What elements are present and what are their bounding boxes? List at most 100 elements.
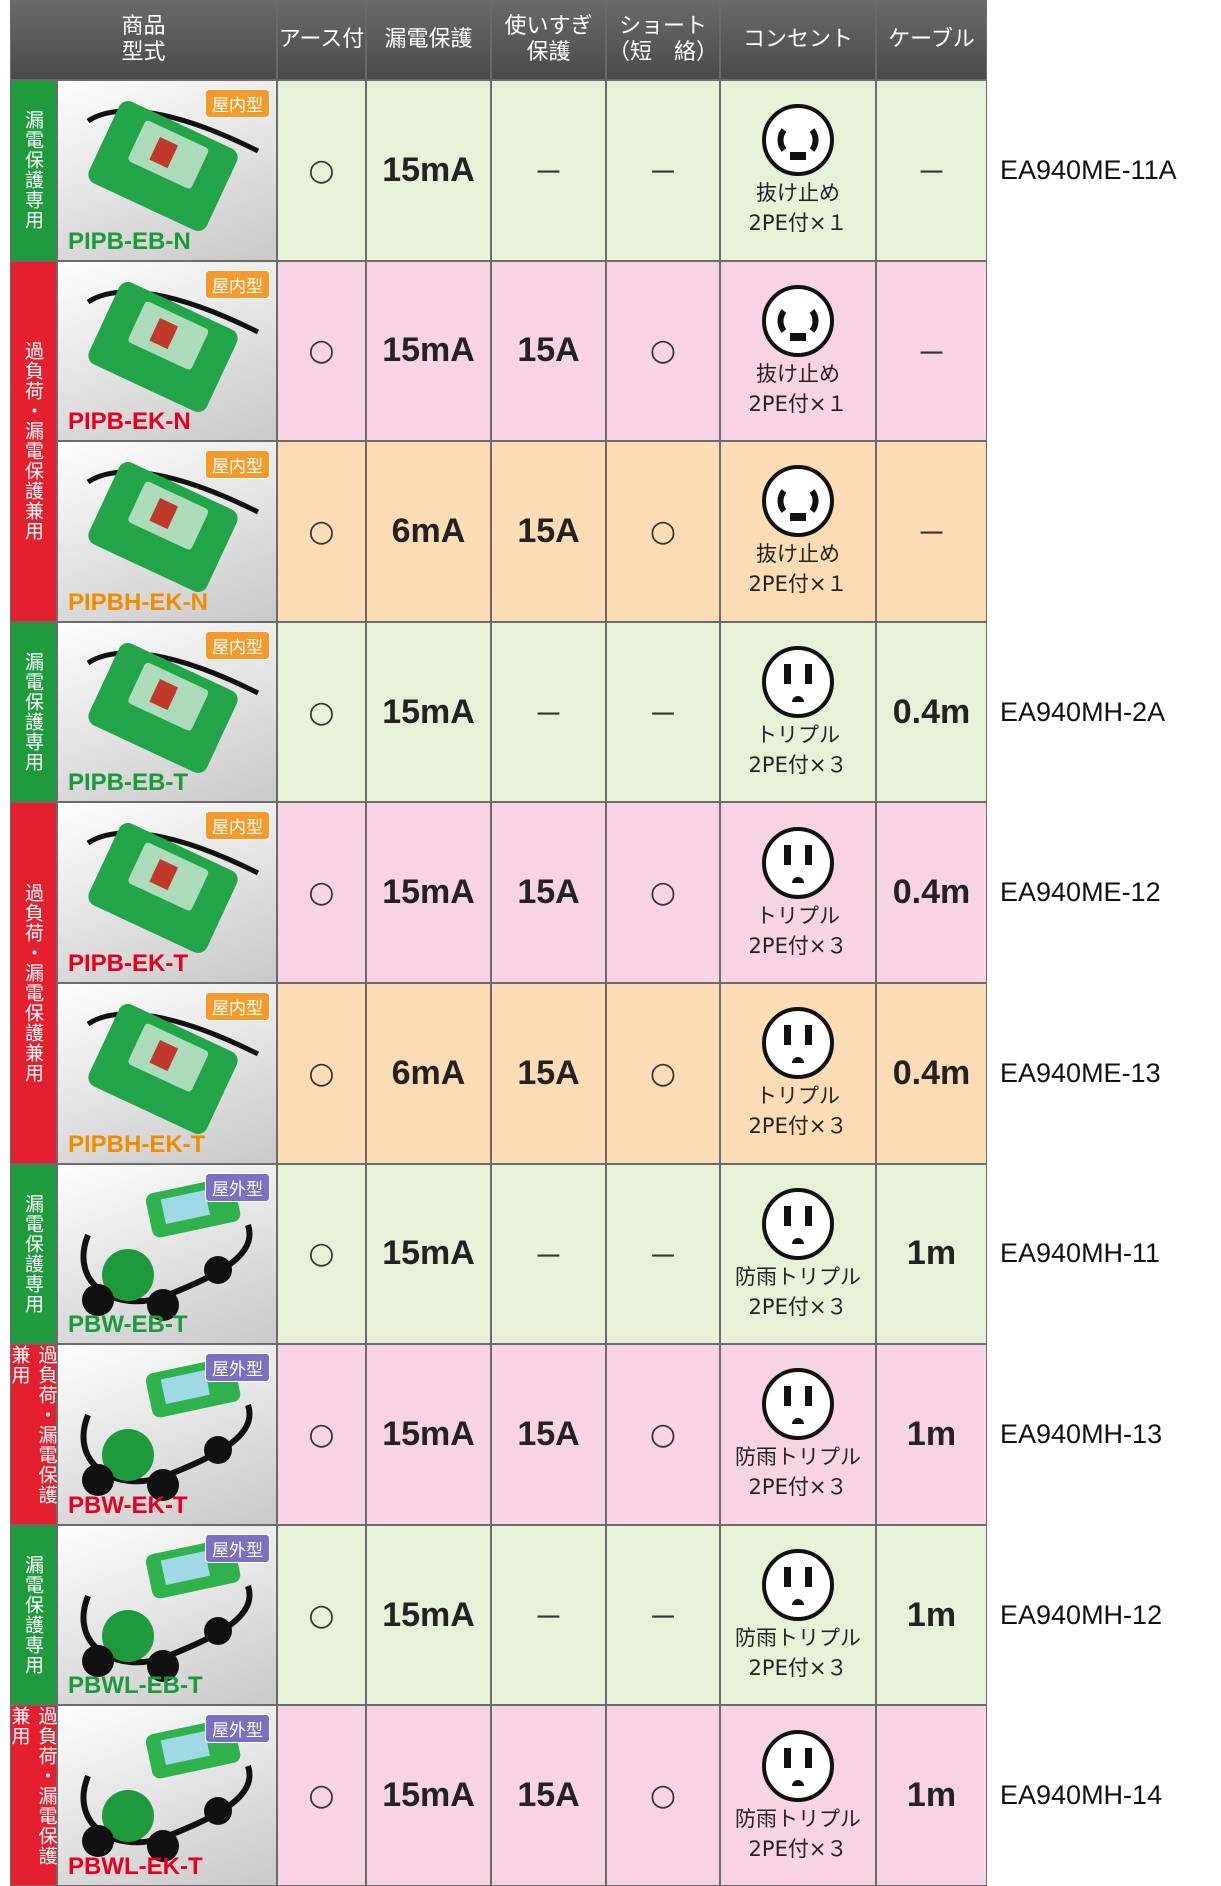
- outlet-cell: 抜け止め 2PE付×１: [720, 260, 876, 442]
- spec-cell: 6mA: [366, 441, 491, 622]
- cable-cell: 0.4m: [876, 802, 987, 983]
- product-image: [80, 1177, 253, 1321]
- spec-value: 15mA: [382, 150, 475, 189]
- outlet-cell: トリプル 2PE付×３: [720, 621, 876, 803]
- model-name: PBWL-EK-T: [68, 1852, 203, 1880]
- outlet-icon: [762, 1729, 834, 1802]
- group-text: 過負荷・漏電保護兼用: [22, 341, 44, 542]
- product-code: EA940MH-11: [1000, 1238, 1161, 1269]
- spec-cell: －: [491, 80, 606, 261]
- spec-cell: －: [491, 1524, 606, 1706]
- spec-value: －: [648, 156, 678, 192]
- cable-cell: 0.4m: [876, 621, 987, 803]
- outlet-icon: [762, 1007, 834, 1080]
- header-cell: アース付: [277, 0, 366, 80]
- group-label: 漏電保護専用: [10, 621, 57, 803]
- spec-cell: ○: [277, 802, 366, 983]
- outlet-icon: [762, 1187, 834, 1260]
- outlet-spec: 2PE付×３: [748, 753, 848, 778]
- outlet-spec: 2PE付×３: [748, 1114, 848, 1139]
- product-cell: 屋内型 PIPBH-EK-T: [57, 983, 277, 1164]
- outlet-icon: [762, 1549, 834, 1622]
- outlet-spec: 2PE付×３: [748, 933, 848, 958]
- outlet-type: 防雨トリプル: [735, 1445, 861, 1470]
- spec-value: 6mA: [391, 511, 466, 550]
- outlet-spec: 2PE付×３: [748, 1836, 848, 1861]
- product-image: [86, 642, 260, 773]
- spec-value: －: [533, 1601, 564, 1637]
- spec-value: －: [533, 156, 564, 192]
- spec-value: ○: [308, 333, 335, 369]
- cable-value: 0.4m: [892, 1053, 971, 1092]
- outlet-cell: トリプル 2PE付×３: [720, 983, 876, 1164]
- spec-value: －: [533, 1239, 564, 1275]
- outlet-type: 抜け止め: [756, 361, 840, 386]
- outlet-type: 防雨トリプル: [735, 1264, 861, 1289]
- spec-cell: 15mA: [366, 1705, 491, 1886]
- spec-value: ○: [308, 1236, 335, 1272]
- product-image: [86, 1004, 260, 1134]
- spec-cell: ○: [277, 983, 366, 1164]
- outlet-spec: 2PE付×１: [748, 391, 848, 416]
- model-name: PBW-EK-T: [68, 1491, 188, 1519]
- product-image: [86, 101, 260, 231]
- group-label: 漏電保護専用: [10, 1163, 57, 1345]
- header-text: ショート: [618, 14, 707, 39]
- outlet-spec: 2PE付×１: [748, 572, 848, 597]
- spec-cell: ○: [277, 260, 366, 442]
- product-cell: 屋内型 PIPB-EK-N: [57, 260, 277, 442]
- spec-cell: 15mA: [366, 260, 491, 442]
- header-text: 保護: [526, 40, 571, 65]
- spec-value: ○: [308, 1055, 335, 1091]
- group-text: 過負荷・漏電保護兼用: [22, 882, 44, 1083]
- spec-value: ○: [308, 152, 335, 188]
- badge: 屋外型: [205, 1533, 270, 1563]
- header-cell: ショート （短 絡）: [606, 0, 720, 80]
- group-text: 過負荷・漏電保護兼用: [8, 1345, 58, 1506]
- product-image: [86, 281, 260, 412]
- header-text: ケーブル: [888, 27, 975, 52]
- badge: 屋内型: [205, 450, 270, 480]
- spec-value: 15A: [517, 1776, 580, 1815]
- header-text: コンセント: [742, 27, 853, 52]
- spec-value: ○: [649, 513, 677, 549]
- cable-cell: －: [876, 80, 987, 261]
- spec-cell: ○: [606, 1705, 720, 1886]
- spec-value: ○: [649, 1778, 677, 1814]
- product-code: EA940ME-13: [1000, 1057, 1161, 1088]
- spec-value: ○: [649, 333, 677, 369]
- cable-cell: －: [876, 260, 987, 442]
- spec-cell: ○: [606, 1344, 720, 1525]
- spec-value: ○: [308, 1778, 335, 1814]
- header-cell: 漏電保護: [366, 0, 491, 80]
- product-code: EA940ME-12: [1000, 877, 1161, 908]
- outlet-cell: 防雨トリプル 2PE付×３: [720, 1344, 876, 1525]
- spec-value: 15mA: [382, 1776, 475, 1815]
- badge: 屋内型: [205, 89, 270, 118]
- spec-cell: ○: [606, 441, 720, 622]
- spec-cell: 15A: [491, 983, 606, 1164]
- product-code: EA940MH-12: [1000, 1599, 1163, 1630]
- outlet-type: 防雨トリプル: [735, 1806, 861, 1831]
- outlet-type: 抜け止め: [756, 542, 840, 567]
- spec-cell: ○: [277, 1344, 366, 1525]
- spec-value: ○: [649, 1416, 677, 1452]
- cable-cell: 1m: [876, 1524, 987, 1706]
- header-text: 使いすぎ: [504, 14, 593, 39]
- spec-cell: ○: [606, 802, 720, 983]
- spec-value: －: [533, 698, 564, 734]
- cable-value: 1m: [906, 1234, 957, 1273]
- product-cell: 屋内型 PIPB-EB-T: [57, 621, 277, 803]
- spec-value: 15A: [517, 1053, 580, 1092]
- outlet-cell: 防雨トリプル 2PE付×３: [720, 1524, 876, 1706]
- model-name: PIPB-EK-T: [68, 949, 188, 977]
- header-cell: ケーブル: [876, 0, 987, 80]
- outlet-icon: [762, 284, 834, 357]
- spec-cell: －: [606, 621, 720, 803]
- badge: 屋内型: [205, 811, 270, 841]
- product-code: EA940ME-11A: [1000, 154, 1177, 185]
- product-cell: 屋外型 PBWL-EB-T: [57, 1524, 277, 1706]
- outlet-cell: 防雨トリプル 2PE付×３: [720, 1163, 876, 1345]
- spec-cell: －: [606, 80, 720, 261]
- header-text: （短 絡）: [607, 40, 718, 65]
